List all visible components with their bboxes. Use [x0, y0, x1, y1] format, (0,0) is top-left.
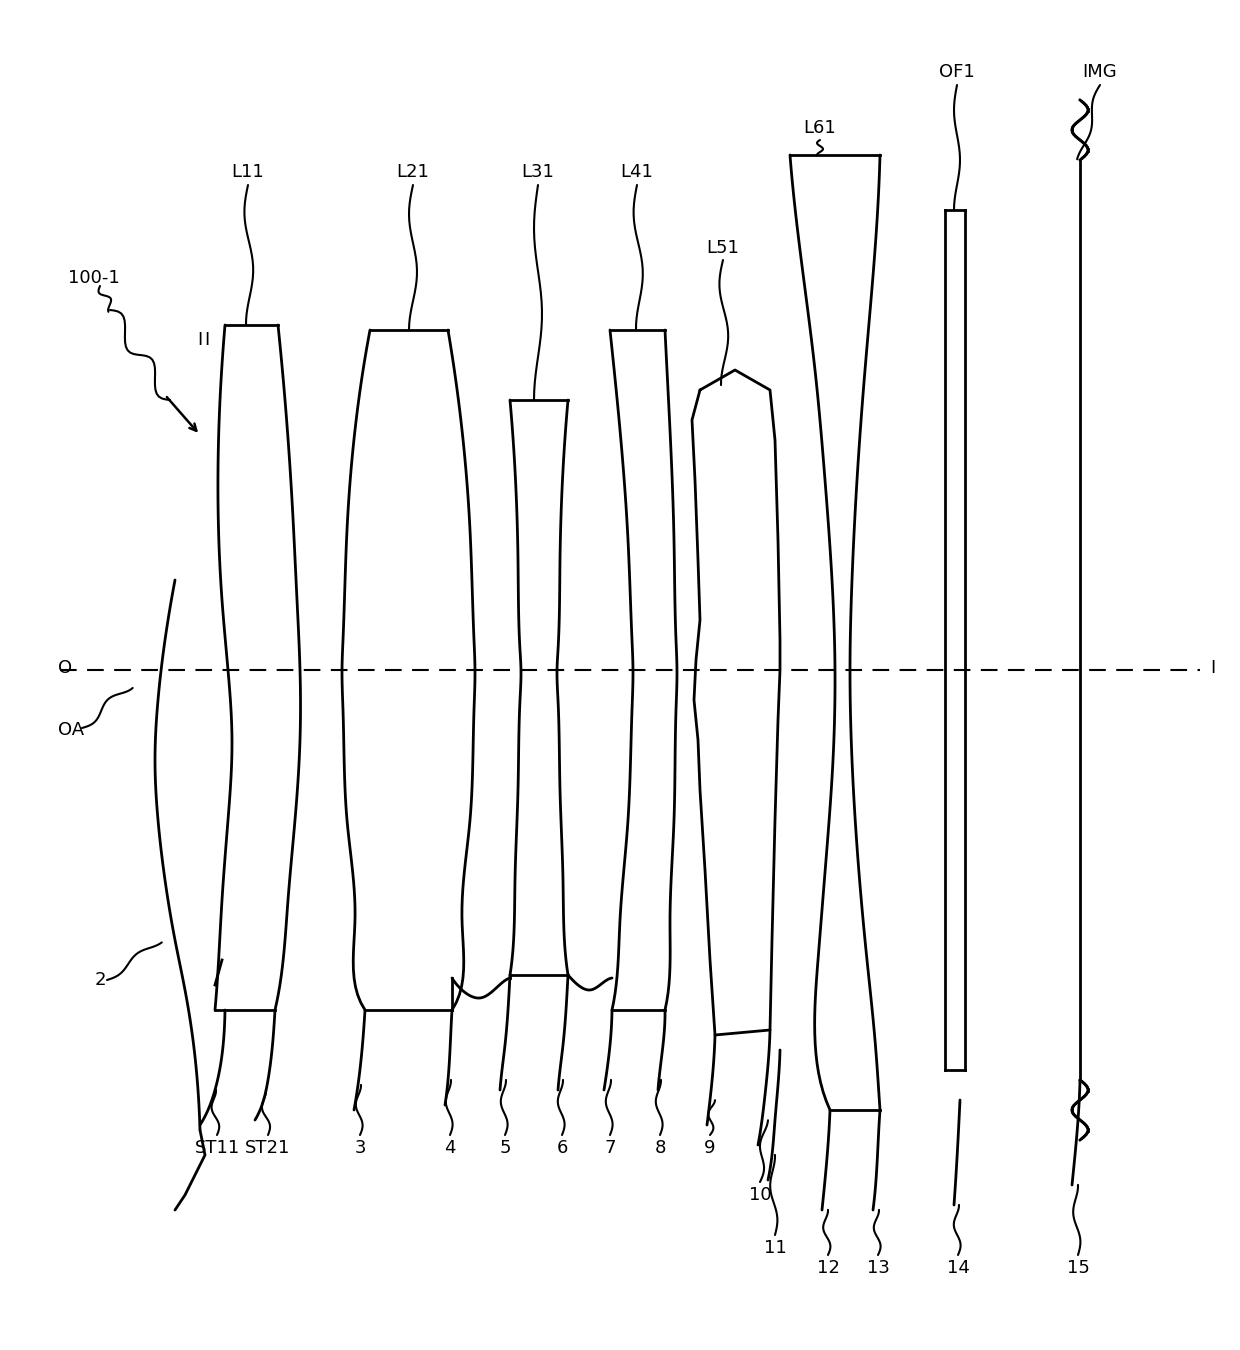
Text: 3: 3 — [355, 1139, 366, 1157]
Text: 8: 8 — [655, 1139, 666, 1157]
Text: 5: 5 — [500, 1139, 511, 1157]
Text: 6: 6 — [557, 1139, 568, 1157]
Text: 100-1: 100-1 — [68, 269, 120, 288]
Text: L31: L31 — [522, 163, 554, 181]
Text: 9: 9 — [704, 1139, 715, 1157]
Text: 13: 13 — [867, 1260, 889, 1277]
Text: ST21: ST21 — [246, 1139, 290, 1157]
Text: 7: 7 — [604, 1139, 616, 1157]
Text: I: I — [1210, 659, 1215, 676]
Text: I: I — [205, 331, 210, 350]
Text: L41: L41 — [620, 163, 653, 181]
Text: L21: L21 — [397, 163, 429, 181]
Text: OF1: OF1 — [939, 63, 975, 81]
Text: I: I — [197, 331, 202, 350]
Text: OA: OA — [58, 721, 84, 738]
Text: 14: 14 — [946, 1260, 970, 1277]
Text: L61: L61 — [804, 119, 836, 136]
Text: 2: 2 — [94, 971, 105, 990]
Text: ST11: ST11 — [195, 1139, 239, 1157]
Text: 4: 4 — [444, 1139, 456, 1157]
Text: 11: 11 — [764, 1239, 786, 1257]
Text: L51: L51 — [707, 239, 739, 256]
Text: L11: L11 — [232, 163, 264, 181]
Text: 15: 15 — [1066, 1260, 1090, 1277]
Text: O: O — [58, 659, 72, 676]
Text: 10: 10 — [749, 1187, 771, 1204]
Text: IMG: IMG — [1083, 63, 1117, 81]
Text: 12: 12 — [817, 1260, 839, 1277]
